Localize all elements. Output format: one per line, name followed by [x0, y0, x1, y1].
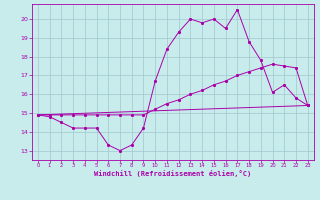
X-axis label: Windchill (Refroidissement éolien,°C): Windchill (Refroidissement éolien,°C)	[94, 170, 252, 177]
